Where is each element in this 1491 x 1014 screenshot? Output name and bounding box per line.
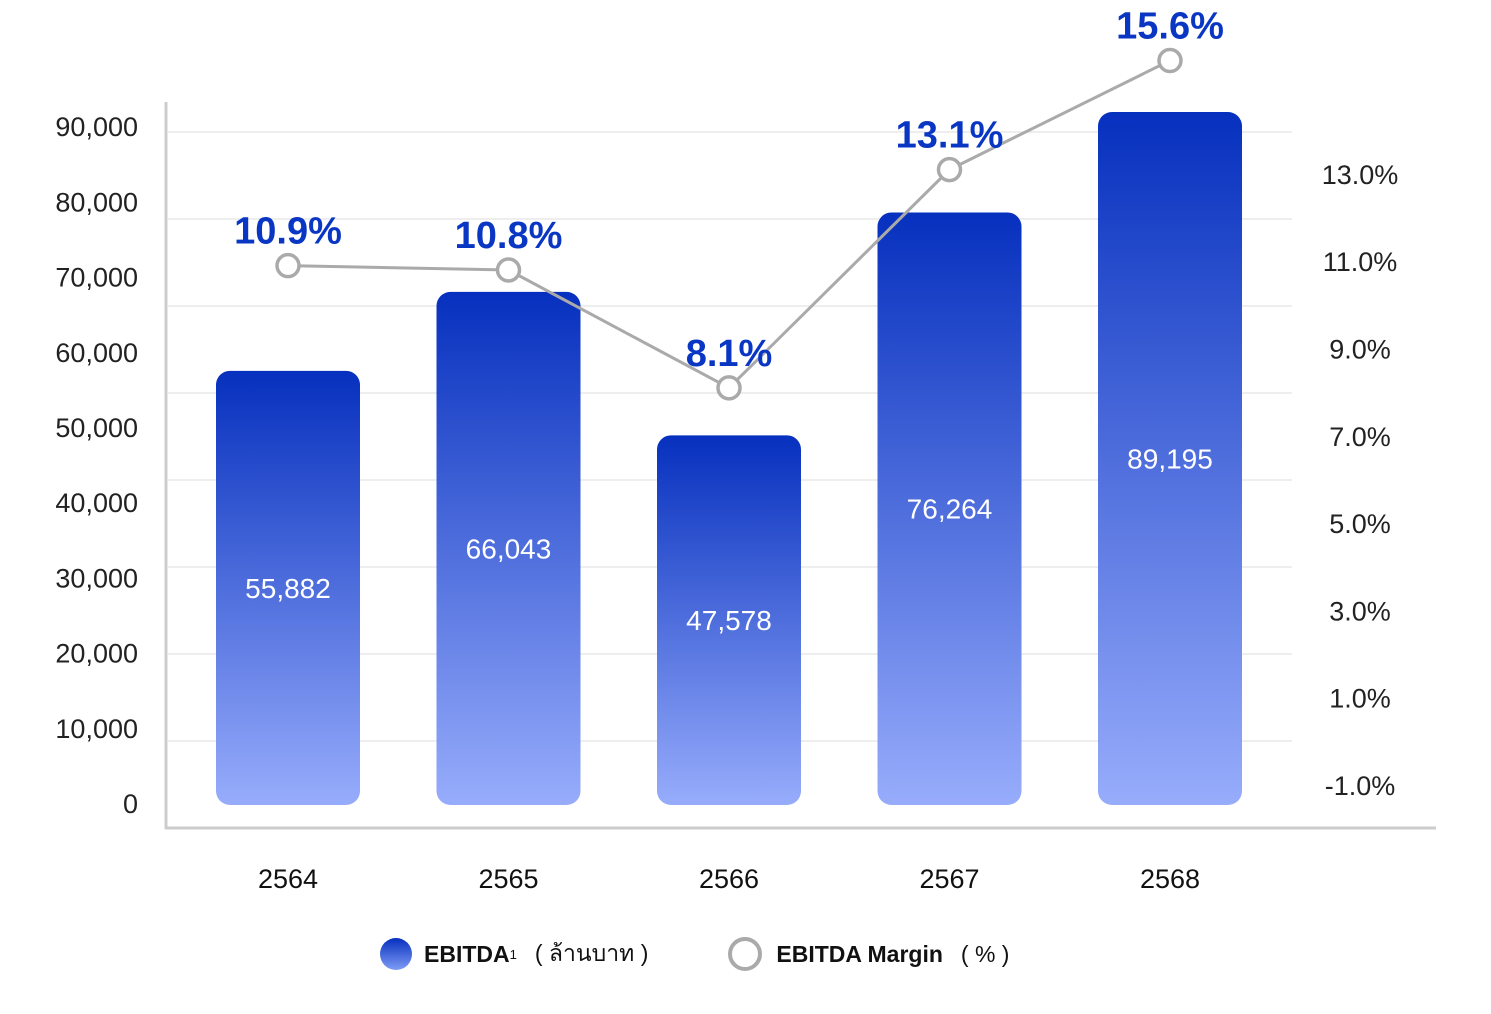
legend-footnote: 1 bbox=[509, 946, 517, 962]
margin-value-label: 10.9% bbox=[234, 211, 342, 253]
legend-unit: ( % ) bbox=[960, 940, 1010, 967]
x-tick-label: 2564 bbox=[258, 864, 318, 894]
margin-value-label: 8.1% bbox=[686, 333, 773, 375]
legend-item-ebitda[interactable]: EBITDA 1 ( ล้านบาท ) bbox=[380, 936, 648, 972]
left-tick-label: 40,000 bbox=[55, 488, 138, 518]
bar-value-label: 89,195 bbox=[1127, 444, 1213, 475]
left-tick-label: 50,000 bbox=[55, 413, 138, 443]
legend-item-ebitda-margin[interactable]: EBITDA Margin ( % ) bbox=[728, 937, 1009, 971]
margin-point bbox=[716, 375, 742, 401]
right-tick-label: 7.0% bbox=[1329, 422, 1391, 452]
right-tick-label: 13.0% bbox=[1322, 160, 1399, 190]
right-tick-label: 1.0% bbox=[1329, 684, 1391, 714]
bar-value-label: 47,578 bbox=[686, 605, 772, 636]
ebitda-swatch-icon bbox=[380, 938, 412, 970]
left-tick-label: 30,000 bbox=[55, 563, 138, 593]
x-tick-label: 2568 bbox=[1140, 864, 1200, 894]
bar-value-label: 76,264 bbox=[907, 494, 993, 525]
margin-point bbox=[495, 257, 522, 283]
x-tick-label: 2565 bbox=[478, 864, 538, 894]
left-tick-label: 0 bbox=[123, 789, 138, 819]
bar bbox=[216, 370, 360, 805]
legend-label: EBITDA bbox=[424, 940, 510, 967]
legend: EBITDA 1 ( ล้านบาท ) EBITDA Margin ( % ) bbox=[380, 936, 1089, 972]
x-tick-label: 2567 bbox=[919, 864, 979, 894]
margin-point bbox=[1157, 47, 1183, 74]
right-tick-label: 9.0% bbox=[1329, 335, 1391, 365]
bar-value-label: 66,043 bbox=[466, 533, 552, 564]
right-tick-label: 11.0% bbox=[1323, 247, 1398, 277]
bar bbox=[657, 435, 801, 805]
left-tick-label: 70,000 bbox=[55, 263, 138, 293]
margin-value-label: 15.6% bbox=[1116, 6, 1224, 48]
x-tick-label: 2566 bbox=[699, 864, 759, 894]
right-tick-label: 5.0% bbox=[1329, 509, 1391, 539]
margin-value-label: 13.1% bbox=[896, 115, 1004, 157]
left-tick-label: 90,000 bbox=[55, 112, 138, 142]
legend-label: EBITDA Margin bbox=[776, 940, 943, 967]
bar-value-label: 55,882 bbox=[245, 573, 331, 604]
bar bbox=[1098, 112, 1242, 805]
right-tick-label: -1.0% bbox=[1325, 771, 1396, 801]
margin-value-label: 10.8% bbox=[455, 215, 563, 257]
legend-unit: ( ล้านบาท ) bbox=[534, 940, 649, 966]
bar bbox=[877, 212, 1022, 805]
margin-point bbox=[275, 252, 301, 279]
ebitda-chart: 0 10,000 20,000 30,000 40,000 50,000 60,000 70,… bbox=[55, 6, 1436, 894]
left-tick-label: 80,000 bbox=[55, 187, 138, 217]
left-tick-label: 60,000 bbox=[55, 338, 138, 368]
left-tick-label: 10,000 bbox=[55, 714, 138, 744]
bar bbox=[436, 291, 581, 805]
right-tick-label: 3.0% bbox=[1329, 596, 1391, 626]
margin-swatch-icon bbox=[728, 937, 763, 971]
left-tick-label: 20,000 bbox=[55, 639, 138, 669]
margin-point bbox=[936, 156, 963, 183]
